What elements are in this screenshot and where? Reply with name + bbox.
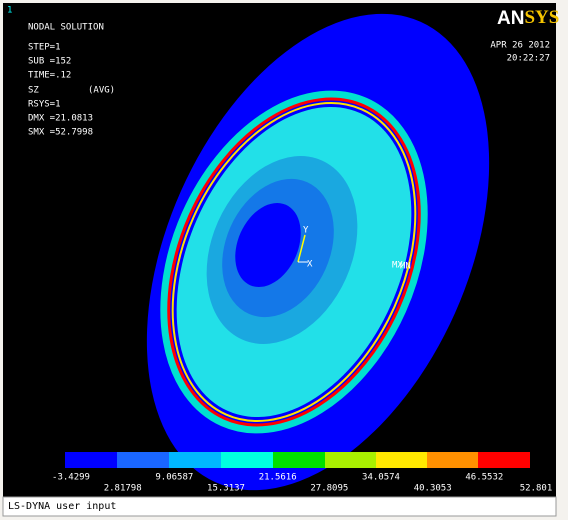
axis-x: X [307,260,313,270]
legend-label: 46.5532 [465,473,503,483]
info-line: (AVG) [88,86,115,96]
legend-bin [273,452,325,468]
logo: ANSYS [497,7,559,29]
legend-label: 9.06587 [155,473,193,483]
legend-bin [221,452,273,468]
legend-label: 34.0574 [362,473,400,483]
legend-label: 27.8095 [310,484,348,494]
legend-bin [325,452,376,468]
axis-y: Y [303,226,309,236]
page: {"header": {"window_number": "1", "title… [0,0,568,520]
info-line: STEP=1 [28,43,61,53]
legend-bin [169,452,221,468]
legend-bin [478,452,530,468]
info-line: SMX =52.7998 [28,128,93,138]
status-text: LS-DYNA user input [8,501,116,512]
legend-label: 52.801 [520,484,553,494]
info-line: TIME=.12 [28,71,71,81]
legend-bin [427,452,478,468]
info-line: SZ [28,86,39,96]
legend-bar [65,452,530,468]
min-label: MN [400,262,411,272]
legend-label: 15.3137 [207,484,245,494]
legend-bin [65,452,117,468]
legend-bin [117,452,169,468]
result-title: NODAL SOLUTION [28,23,104,33]
legend-bin [376,452,427,468]
info-line: SUB =152 [28,57,71,67]
window-number: 1 [7,6,12,16]
legend-label: -3.4299 [52,473,90,483]
legend-label: 40.3053 [414,484,452,494]
legend-label: 21.5616 [259,473,297,483]
ansys-window: Y X MX MN 1 NODAL SOLUTION STEP=1SUB =15… [0,0,568,520]
date: APR 26 2012 [490,41,550,51]
time: 20:22:27 [507,54,550,64]
info-line: RSYS=1 [28,100,61,110]
legend-label: 2.81798 [104,484,142,494]
info-line: DMX =21.0813 [28,114,93,124]
